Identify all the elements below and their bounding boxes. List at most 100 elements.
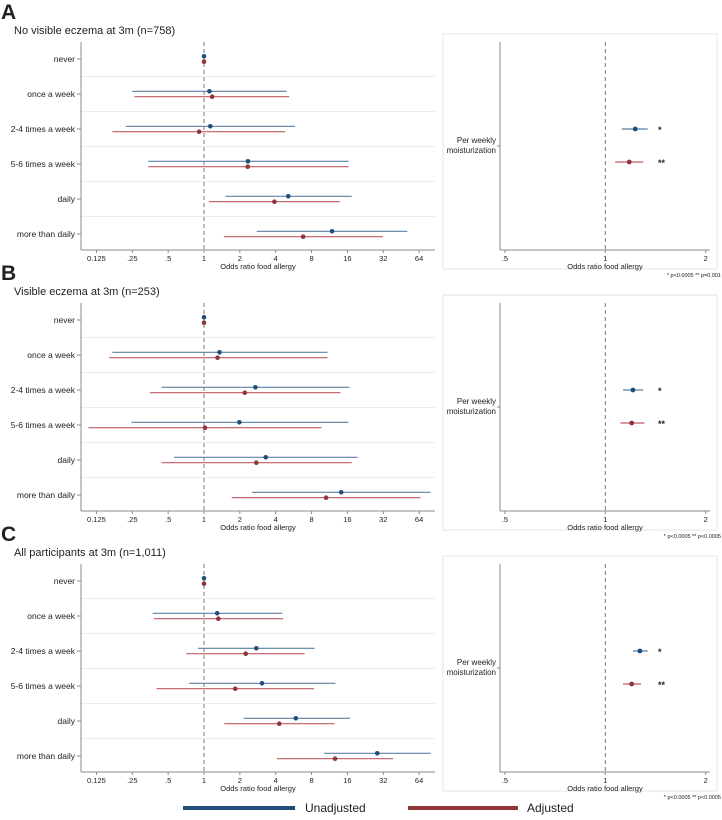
summary-footnote: * p<0.0005 ** p=0.001 bbox=[667, 273, 721, 279]
summary-x-tick-label: 2 bbox=[704, 776, 708, 785]
summary-x-tick-label: .5 bbox=[502, 254, 508, 263]
summary-x-tick-label: 1 bbox=[603, 254, 607, 263]
unadjusted-point bbox=[201, 576, 207, 581]
adjusted-point bbox=[201, 581, 207, 586]
category-label: never bbox=[54, 576, 75, 586]
summary-footnote: * p<0.0005 ** p<0.0005 bbox=[664, 534, 721, 540]
unadjusted-point bbox=[338, 490, 344, 495]
x-tick-label: .5 bbox=[165, 776, 171, 785]
x-tick-label: 8 bbox=[309, 254, 313, 263]
category-label: 5-6 times a week bbox=[11, 420, 76, 430]
summary-row-label: moisturization bbox=[447, 668, 496, 677]
category-label: more than daily bbox=[17, 229, 76, 239]
summary-unadjusted-point bbox=[637, 648, 643, 654]
unadjusted-point bbox=[285, 194, 291, 199]
adjusted-point bbox=[272, 199, 277, 204]
summary-x-tick-label: 2 bbox=[704, 515, 708, 524]
unadjusted-point bbox=[214, 611, 220, 616]
category-label: never bbox=[54, 54, 75, 64]
x-tick-label: .5 bbox=[165, 515, 171, 524]
x-tick-label: 64 bbox=[415, 776, 423, 785]
unadjusted-point bbox=[374, 751, 380, 756]
category-label: more than daily bbox=[17, 751, 76, 761]
x-tick-label: .5 bbox=[165, 254, 171, 263]
x-tick-label: 32 bbox=[379, 776, 387, 785]
adjusted-point bbox=[216, 616, 221, 621]
panel-letter: C bbox=[1, 523, 16, 546]
adjusted-point bbox=[277, 721, 282, 726]
x-tick-label: 2 bbox=[238, 515, 242, 524]
unadjusted-point bbox=[201, 54, 207, 59]
summary-adjusted-significance: ** bbox=[658, 680, 666, 690]
x-tick-label: .25 bbox=[127, 254, 137, 263]
adjusted-point bbox=[202, 425, 208, 431]
summary-x-axis-label: Odds ratio food allergy bbox=[567, 784, 643, 793]
category-label: once a week bbox=[27, 611, 75, 621]
unadjusted-point bbox=[201, 315, 207, 320]
summary-unadjusted-significance: * bbox=[658, 125, 662, 135]
adjusted-point bbox=[201, 59, 207, 64]
category-label: 2-4 times a week bbox=[11, 385, 76, 395]
unadjusted-point bbox=[207, 89, 212, 94]
adjusted-point bbox=[242, 390, 248, 396]
legend-adjusted-label: Adjusted bbox=[527, 801, 574, 815]
summary-adjusted-significance: ** bbox=[658, 158, 666, 168]
x-tick-label: 1 bbox=[202, 776, 206, 785]
summary-x-tick-label: 1 bbox=[603, 515, 607, 524]
unadjusted-point bbox=[254, 646, 259, 651]
x-tick-label: 0.125 bbox=[87, 254, 106, 263]
summary-x-tick-label: 1 bbox=[603, 776, 607, 785]
category-label: 2-4 times a week bbox=[11, 646, 76, 656]
unadjusted-point bbox=[217, 350, 222, 355]
x-axis-label: Odds ratio food allergy bbox=[220, 784, 296, 793]
adjusted-point bbox=[232, 686, 238, 691]
panel-title: Visible eczema at 3m (n=253) bbox=[14, 286, 160, 298]
x-tick-label: 16 bbox=[343, 515, 351, 524]
panel-a: ANo visible eczema at 3m (n=758) never onc… bbox=[1, 1, 721, 279]
summary-unadjusted-significance: * bbox=[658, 647, 662, 657]
summary-unadjusted-point bbox=[632, 126, 638, 132]
summary-footnote: * p<0.0005 ** p<0.0005 bbox=[664, 795, 721, 801]
adjusted-point bbox=[201, 320, 207, 326]
x-tick-label: .25 bbox=[127, 515, 137, 524]
unadjusted-point bbox=[253, 385, 258, 390]
x-tick-label: 8 bbox=[309, 776, 313, 785]
x-tick-label: 1 bbox=[202, 515, 206, 524]
unadjusted-point bbox=[259, 681, 265, 686]
legend-unadjusted-label: Unadjusted bbox=[305, 801, 366, 815]
panel-title: No visible eczema at 3m (n=758) bbox=[14, 25, 175, 37]
x-tick-label: 32 bbox=[379, 515, 387, 524]
summary-x-axis-label: Odds ratio food allergy bbox=[567, 523, 643, 532]
adjusted-point bbox=[196, 129, 202, 134]
summary-adjusted-point bbox=[629, 681, 635, 687]
unadjusted-point bbox=[245, 159, 251, 164]
x-tick-label: 64 bbox=[415, 254, 423, 263]
unadjusted-point bbox=[293, 716, 299, 721]
summary-x-axis-label: Odds ratio food allergy bbox=[567, 262, 643, 271]
x-tick-label: 0.125 bbox=[87, 776, 106, 785]
summary-unadjusted-point bbox=[630, 387, 636, 393]
adjusted-point bbox=[215, 355, 220, 361]
panel-letter: A bbox=[1, 1, 16, 24]
adjusted-point bbox=[245, 164, 251, 169]
panel-title: All participants at 3m (n=1,011) bbox=[14, 547, 166, 559]
x-tick-label: 4 bbox=[274, 776, 278, 785]
adjusted-point bbox=[243, 651, 249, 656]
x-tick-label: 8 bbox=[309, 515, 313, 524]
adjusted-point bbox=[332, 756, 338, 761]
category-label: daily bbox=[58, 455, 76, 465]
category-label: 2-4 times a week bbox=[11, 124, 76, 134]
x-tick-label: 16 bbox=[343, 254, 351, 263]
category-label: never bbox=[54, 315, 75, 325]
summary-panel-frame bbox=[442, 33, 718, 270]
summary-unadjusted-significance: * bbox=[658, 386, 662, 396]
x-tick-label: 32 bbox=[379, 254, 387, 263]
summary-adjusted-significance: ** bbox=[658, 419, 666, 429]
x-tick-label: 1 bbox=[202, 254, 206, 263]
unadjusted-point bbox=[208, 124, 213, 129]
summary-adjusted-point bbox=[629, 420, 635, 426]
summary-panel-frame bbox=[442, 555, 718, 792]
